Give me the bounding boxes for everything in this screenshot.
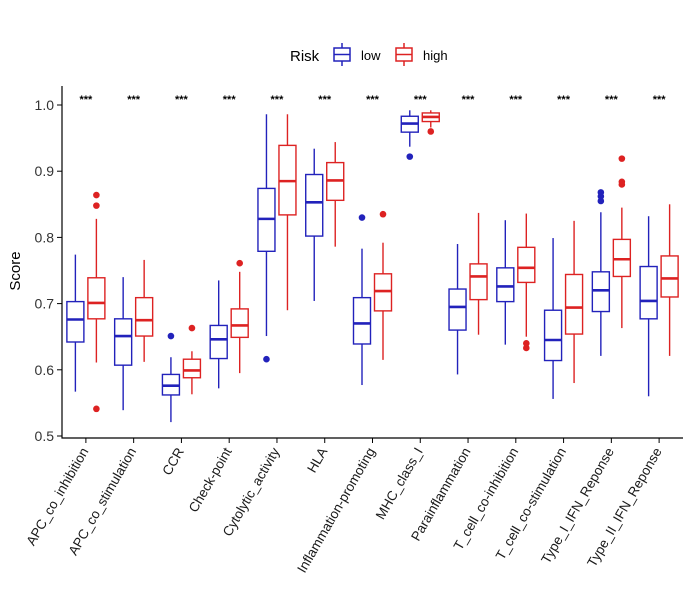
x-tick-label: MHC_class_I [373,445,426,522]
high-box [87,277,106,320]
high-box [134,296,154,337]
significance-label: *** [366,94,380,106]
y-tick-label: 0.9 [35,163,55,179]
legend-title: Risk [290,48,320,65]
low-box [113,318,133,366]
significance-label: *** [127,94,141,106]
significance-label: *** [79,94,93,106]
x-tick-label: HLA [304,445,330,475]
high-box [660,255,679,298]
significance-label: *** [271,94,285,106]
legend-low-label: low [361,48,381,63]
significance-label: *** [414,94,428,106]
high-outlier-point [523,340,530,347]
significance-label: *** [605,94,619,106]
significance-label: *** [318,94,332,106]
low-box [591,271,611,313]
high-outlier-point [236,259,243,267]
high-box [469,263,488,301]
low-box [448,288,467,331]
low-box [209,324,228,360]
low-box [352,296,372,345]
low-box [305,173,324,237]
low-outlier-point [167,332,175,340]
legend-high-label: high [423,48,448,63]
low-outlier-point [406,153,414,160]
x-tick-label: Check-point [186,445,235,515]
low-outlier-point [358,214,366,221]
y-tick-label: 0.8 [35,229,55,245]
y-tick-label: 1.0 [35,97,55,113]
high-outlier-point [188,324,196,332]
high-outlier-point [618,155,626,162]
significance-label: *** [462,94,476,106]
high-box [182,358,202,379]
plot-area: 0.50.60.70.80.91.0APC_co_inhibitionAPC_c… [23,86,683,575]
low-box [496,267,515,303]
significance-label: *** [223,94,237,106]
significance-label: *** [653,94,667,106]
low-box [66,300,85,343]
high-outlier-point [379,210,387,218]
y-tick-label: 0.7 [35,296,55,312]
high-outlier-point [93,202,100,209]
low-box [543,309,563,362]
high-box [517,246,536,284]
significance-label: *** [175,94,189,106]
low-box [639,265,658,320]
y-tick-label: 0.6 [35,362,55,378]
high-outlier-point [523,344,530,352]
y-axis-title: Score [7,251,24,290]
high-outlier-point [618,178,626,186]
legend: Risk low high [290,43,448,66]
high-outlier-point [93,191,100,199]
x-tick-label: CCR [159,445,187,478]
high-outlier-point [93,405,100,413]
significance-label: *** [509,94,523,106]
high-box [230,308,249,339]
significance-label: *** [557,94,571,106]
y-tick-label: 0.5 [35,428,55,444]
high-box [373,273,393,312]
low-outlier-point [597,189,605,196]
high-outlier-point [427,128,435,135]
high-box [564,273,584,335]
low-outlier-point [263,355,270,363]
low-outlier-point [597,197,605,205]
high-box [612,238,632,278]
